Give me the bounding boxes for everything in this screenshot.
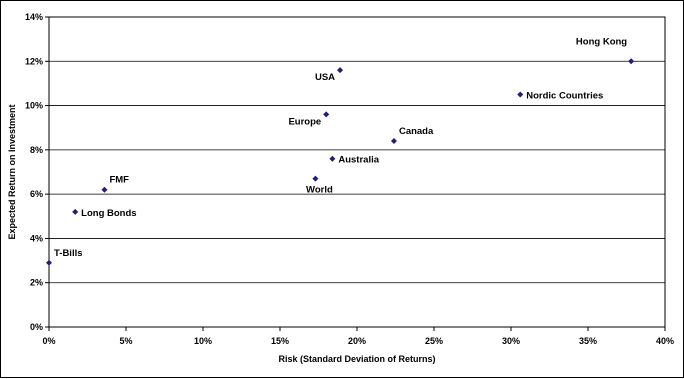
gridlines (49, 17, 665, 327)
x-tick-label: 15% (271, 336, 289, 346)
y-tick-label: 10% (25, 101, 43, 111)
data-point-label: Hong Kong (576, 36, 627, 47)
data-point-label: Australia (338, 155, 379, 166)
x-tick-label: 40% (656, 336, 674, 346)
y-axis-ticks: 0% 2% 4% 6% 8% 10% 12% 14% (25, 12, 49, 332)
x-axis-ticks: 0% 5% 10% 15% 20% 25% 30% 35% 40% (42, 327, 674, 346)
y-tick-label: 2% (30, 278, 43, 288)
data-point-marker (101, 187, 107, 193)
x-tick-label: 5% (119, 336, 132, 346)
data-point-marker (72, 209, 78, 215)
data-point-label: USA (315, 72, 335, 83)
y-tick-label: 0% (30, 322, 43, 332)
y-tick-label: 4% (30, 233, 43, 243)
data-point-marker (517, 92, 523, 98)
y-tick-label: 8% (30, 145, 43, 155)
data-point-marker (323, 111, 329, 117)
data-point-label: World (306, 185, 333, 196)
y-axis-title: Expected Return on Investment (7, 104, 17, 239)
data-point-marker (329, 156, 335, 162)
data-point-marker (628, 58, 634, 64)
plot-area-frame (49, 17, 665, 327)
data-point-label: Europe (288, 116, 321, 127)
data-point-label: T-Bills (54, 248, 83, 259)
x-tick-label: 20% (348, 336, 366, 346)
x-tick-label: 35% (579, 336, 597, 346)
x-tick-label: 25% (425, 336, 443, 346)
data-point-label: FMF (109, 175, 129, 186)
x-axis-title: Risk (Standard Deviation of Returns) (278, 354, 435, 364)
data-point-label: Canada (399, 126, 434, 137)
x-tick-label: 10% (194, 336, 212, 346)
data-point-label: Nordic Countries (526, 91, 603, 102)
data-point-marker (391, 138, 397, 144)
data-point-label: Long Bonds (81, 208, 136, 219)
y-tick-label: 6% (30, 189, 43, 199)
data-point-marker (312, 176, 318, 182)
x-tick-label: 30% (502, 336, 520, 346)
y-tick-label: 14% (25, 12, 43, 22)
x-tick-label: 0% (42, 336, 55, 346)
y-tick-label: 12% (25, 56, 43, 66)
data-point-marker (337, 67, 343, 73)
data-point-marker (46, 260, 52, 266)
